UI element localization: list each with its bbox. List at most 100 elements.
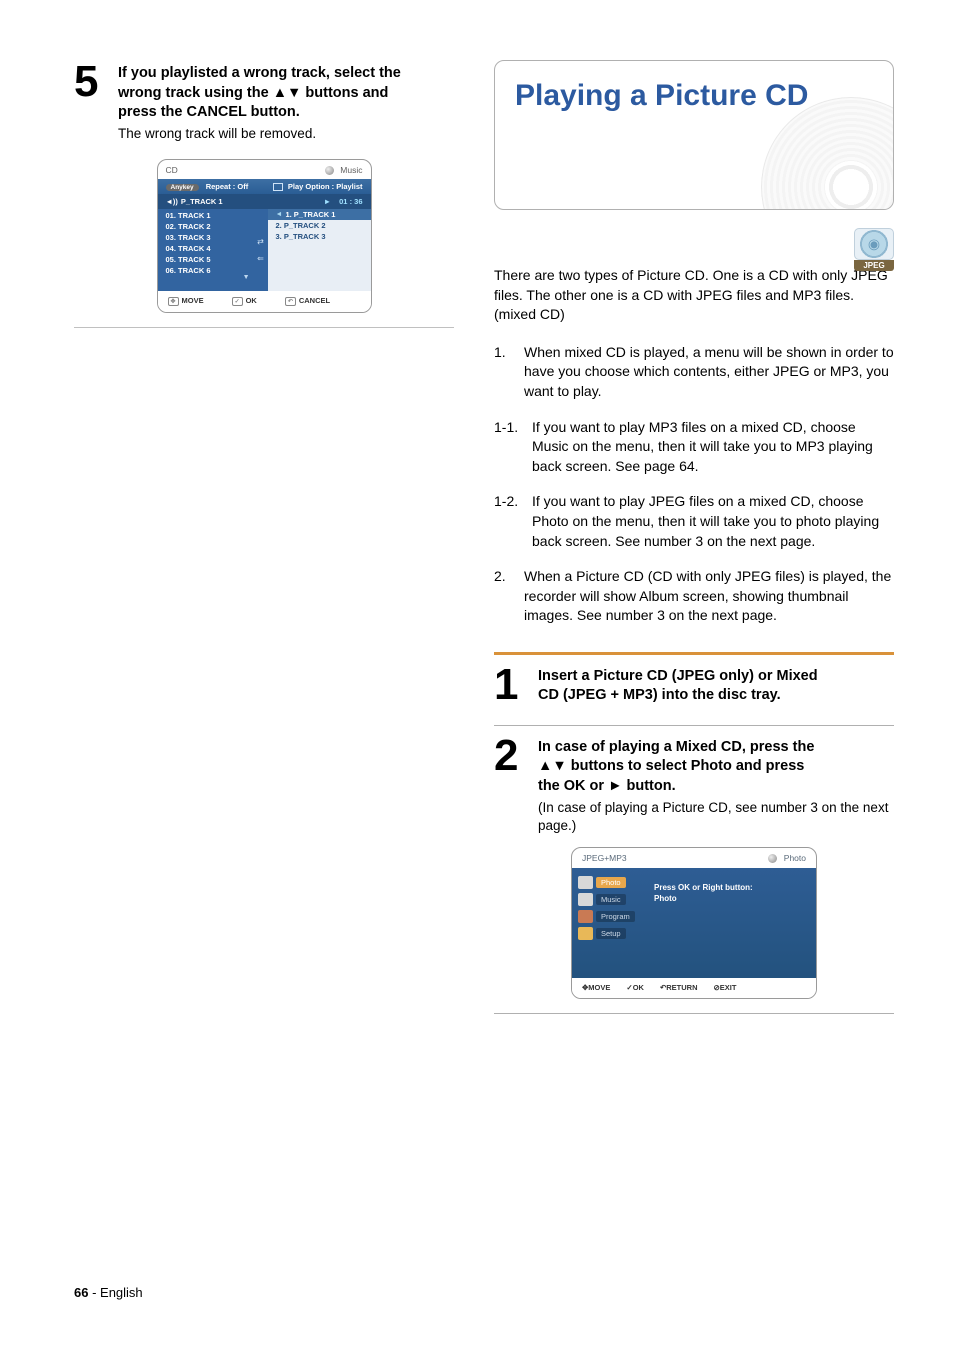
page-label: - English	[88, 1285, 142, 1300]
cd-subbar-left: ◄)) P_TRACK 1	[158, 194, 254, 209]
menu-item-label: Photo	[596, 877, 626, 888]
cd-subbar: ◄)) P_TRACK 1 ► 01 : 36	[158, 194, 371, 209]
divider	[74, 327, 454, 328]
disc-icon	[325, 166, 334, 175]
cd-screen-footer: ✥MOVE ✓OK ↶CANCEL	[158, 291, 371, 312]
swap-icon: ⇄	[257, 237, 264, 246]
menu-item-music: Music	[572, 891, 644, 908]
cd-play-option-label: Play Option : Playlist	[288, 182, 363, 191]
track-row: 04. TRACK 4	[158, 243, 254, 254]
step-2-arrows: ▲▼	[538, 758, 567, 774]
playlist-row: 2. P_TRACK 2	[268, 220, 371, 231]
footer-exit-label: EXIT	[720, 983, 737, 992]
playlist-right: 1. P_TRACK 1 2. P_TRACK 2 3. P_TRACK 3	[268, 209, 371, 291]
step-2-l3b: button.	[622, 778, 675, 794]
move-left-icon: ⇐	[257, 254, 264, 263]
anykey-badge: Anykey	[166, 184, 199, 191]
scroll-down-icon: ▼	[158, 274, 254, 281]
menu-title: JPEG+MP3	[582, 853, 627, 863]
menu-item-program: Program	[572, 908, 644, 925]
menu-top-right: Photo	[768, 853, 806, 863]
footer-move: ✥MOVE	[582, 983, 610, 992]
cd-top-right: Music	[325, 165, 363, 175]
cd-subbar-mid	[254, 194, 268, 209]
footer-cancel-label: CANCEL	[299, 296, 330, 305]
disc-icon	[768, 854, 777, 863]
step-2-sub: (In case of playing a Picture CD, see nu…	[538, 799, 894, 835]
page-number: 66	[74, 1285, 88, 1300]
menu-header: JPEG+MP3 Photo	[572, 848, 816, 868]
para-1-1-text: If you want to play MP3 files on a mixed…	[532, 418, 894, 477]
cd-repeat: Repeat : Off	[206, 182, 249, 191]
track-row: 03. TRACK 3	[158, 232, 254, 243]
step-5-sub: The wrong track will be removed.	[118, 125, 454, 143]
step-1-bold: Insert a Picture CD (JPEG only) or Mixed…	[538, 667, 894, 706]
menu-top-right-label: Photo	[784, 853, 806, 863]
cd-top-right-label: Music	[340, 165, 362, 175]
step-5-body: If you playlisted a wrong track, select …	[118, 60, 454, 143]
playlist-icon	[273, 183, 283, 191]
left-column: 5 If you playlisted a wrong track, selec…	[74, 60, 454, 1022]
track-row: 05. TRACK 5	[158, 254, 254, 265]
para-1-label: 1.	[494, 343, 524, 402]
footer-ok-label: OK	[246, 296, 257, 305]
track-row: 01. TRACK 1	[158, 210, 254, 221]
play-icon: ►	[324, 197, 331, 206]
menu-item-label: Music	[596, 894, 626, 905]
step-1-l1: Insert a Picture CD (JPEG only) or Mixed	[538, 668, 818, 684]
track-mid-arrows: ⇄ ⇐	[254, 209, 268, 291]
cd-screen: CD Music Anykey Repeat : Off Play Option…	[157, 159, 372, 313]
step-5-bold-l2b: buttons and	[301, 85, 388, 101]
track-list-left: 01. TRACK 1 02. TRACK 2 03. TRACK 3 04. …	[158, 209, 254, 291]
playlist-row-label: 1. P_TRACK 1	[285, 210, 335, 219]
music-icon	[578, 893, 593, 906]
footer-exit: ⊘EXIT	[713, 983, 736, 992]
menu-body: Photo Music Program Setup	[572, 868, 816, 978]
photo-icon	[578, 876, 593, 889]
step-5-number: 5	[74, 60, 108, 104]
footer-move-label: MOVE	[588, 983, 610, 992]
cd-screen-header: CD Music	[158, 160, 371, 179]
playlist-row-selected: 1. P_TRACK 1	[268, 209, 371, 220]
footer-move-label: MOVE	[182, 296, 204, 305]
footer-ok: ✓OK	[626, 983, 644, 992]
para-1-2-label: 1-2.	[494, 492, 532, 551]
step-1-number: 1	[494, 663, 528, 707]
program-icon	[578, 910, 593, 923]
cd-title: CD	[166, 165, 178, 175]
para-2-label: 2.	[494, 567, 524, 626]
step-1: 1 Insert a Picture CD (JPEG only) or Mix…	[494, 663, 894, 707]
footer-move: ✥MOVE	[168, 296, 204, 306]
step-2: 2 In case of playing a Mixed CD, press t…	[494, 734, 894, 835]
disc-art-icon	[761, 97, 894, 210]
footer-ok: ✓OK	[232, 296, 257, 306]
jpeg-label: JPEG	[854, 260, 894, 271]
step-5-bold: If you playlisted a wrong track, select …	[118, 64, 454, 123]
step-1-l2: CD (JPEG + MP3) into the disc tray.	[538, 687, 781, 703]
track-row: 02. TRACK 2	[158, 221, 254, 232]
menu-items: Photo Music Program Setup	[572, 868, 644, 978]
para-1: 1. When mixed CD is played, a menu will …	[494, 343, 894, 402]
page-footer: 66 - English	[74, 1285, 143, 1300]
cd-bluebar: Anykey Repeat : Off Play Option : Playli…	[158, 179, 371, 194]
divider	[494, 1013, 894, 1014]
footer-cancel: ↶CANCEL	[285, 296, 330, 306]
setup-icon	[578, 927, 593, 940]
cancel-icon: ↶	[285, 297, 296, 306]
menu-item-label: Program	[596, 911, 635, 922]
menu-right-text: Press OK or Right button: Photo	[644, 868, 816, 978]
right-column: Playing a Picture CD JPEG There are two …	[494, 60, 894, 1022]
cd-subbar-time: 01 : 36	[339, 197, 362, 206]
playlist-row: 3. P_TRACK 3	[268, 231, 371, 242]
hero-box: Playing a Picture CD	[494, 60, 894, 210]
para-1-text: When mixed CD is played, a menu will be …	[524, 343, 894, 402]
cd-subbar-right: ► 01 : 36	[268, 194, 371, 209]
move-icon: ✥	[168, 297, 179, 306]
step-5-arrows: ▲▼	[273, 85, 302, 101]
footer-return-label: RETURN	[666, 983, 697, 992]
cd-tracks: 01. TRACK 1 02. TRACK 2 03. TRACK 3 04. …	[158, 209, 371, 291]
step-5-bold-l1: If you playlisted a wrong track, select …	[118, 65, 401, 81]
speaker-icon: ◄))	[166, 197, 178, 206]
step-2-l3a: the OK or	[538, 778, 608, 794]
step-2-number: 2	[494, 734, 528, 778]
